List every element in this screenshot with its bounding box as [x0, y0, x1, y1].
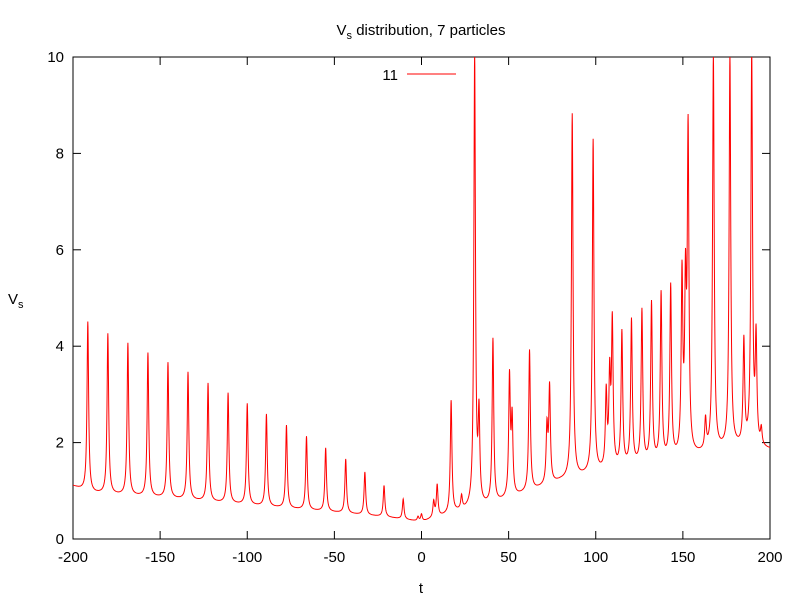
x-axis-ticks: -200 -150 -100 -50 0 50 100 150 200 [58, 57, 783, 566]
series-line-11 [73, 57, 770, 521]
x-tick-label: 0 [417, 549, 425, 566]
legend: 11 [382, 67, 456, 84]
y-tick-label: 0 [56, 531, 64, 548]
chart-title: Vs distribution, 7 particles [337, 22, 506, 42]
y-tick-label: 6 [56, 242, 64, 259]
y-tick-label: 4 [56, 338, 64, 355]
x-tick-label: -200 [58, 549, 88, 566]
y-tick-label: 10 [47, 49, 64, 66]
x-axis-label: t [419, 580, 424, 597]
y-tick-label: 8 [56, 145, 64, 162]
x-tick-label: -50 [324, 549, 346, 566]
x-tick-label: 50 [500, 549, 517, 566]
plot-frame [72, 56, 771, 540]
x-tick-label: 200 [757, 549, 782, 566]
x-tick-label: 100 [583, 549, 608, 566]
x-tick-label: -150 [145, 549, 175, 566]
y-axis-label: Vs [8, 291, 24, 311]
x-tick-label: 150 [670, 549, 695, 566]
plot-area [73, 57, 770, 521]
x-tick-label: -100 [232, 549, 262, 566]
legend-label-11: 11 [382, 67, 398, 84]
y-axis-ticks: 0 2 4 6 8 10 [47, 49, 770, 548]
y-tick-label: 2 [56, 435, 64, 452]
